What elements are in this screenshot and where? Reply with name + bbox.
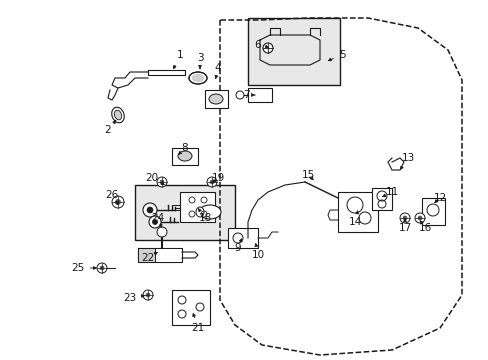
Bar — [172, 148, 198, 165]
Circle shape — [399, 213, 409, 223]
Bar — [135, 185, 235, 240]
Text: 21: 21 — [191, 314, 204, 333]
Circle shape — [206, 177, 217, 187]
Bar — [172, 290, 209, 325]
Circle shape — [414, 213, 424, 223]
Text: 6: 6 — [254, 40, 268, 50]
Circle shape — [97, 263, 107, 273]
Text: 19: 19 — [211, 173, 224, 183]
Circle shape — [100, 266, 104, 270]
Text: 22: 22 — [141, 252, 157, 263]
Circle shape — [157, 177, 167, 187]
Circle shape — [152, 220, 157, 225]
Circle shape — [142, 290, 153, 300]
Circle shape — [209, 180, 214, 184]
Circle shape — [112, 196, 124, 208]
Circle shape — [115, 199, 120, 204]
Circle shape — [236, 91, 244, 99]
Bar — [247, 18, 339, 85]
Text: 14: 14 — [347, 211, 361, 227]
Text: 16: 16 — [418, 220, 431, 233]
Bar — [155, 248, 182, 262]
Circle shape — [263, 43, 272, 53]
Text: 7: 7 — [242, 90, 254, 100]
Ellipse shape — [178, 151, 192, 161]
Text: 23: 23 — [123, 293, 144, 303]
Text: 26: 26 — [105, 190, 119, 204]
Text: 18: 18 — [198, 209, 211, 223]
Ellipse shape — [208, 94, 223, 104]
Text: 2: 2 — [104, 121, 116, 135]
Text: 12: 12 — [432, 193, 446, 203]
Circle shape — [149, 216, 161, 228]
Bar — [337, 192, 377, 232]
Text: 17: 17 — [398, 219, 411, 233]
Circle shape — [146, 293, 150, 297]
Circle shape — [142, 203, 157, 217]
Text: 5: 5 — [328, 50, 345, 61]
Ellipse shape — [196, 207, 203, 217]
Text: 20: 20 — [145, 173, 164, 185]
Circle shape — [160, 180, 163, 184]
Bar — [421, 198, 444, 225]
Ellipse shape — [114, 110, 122, 120]
Ellipse shape — [111, 107, 124, 123]
Circle shape — [402, 216, 406, 220]
Bar — [180, 192, 215, 222]
Text: 24: 24 — [151, 213, 164, 227]
Bar — [371, 188, 391, 210]
Text: 3: 3 — [196, 53, 203, 69]
Ellipse shape — [192, 74, 203, 82]
Circle shape — [417, 216, 421, 220]
Bar — [138, 248, 155, 262]
Text: 13: 13 — [400, 153, 414, 169]
Bar — [204, 90, 227, 108]
Ellipse shape — [189, 72, 206, 84]
Bar — [227, 228, 258, 248]
Ellipse shape — [199, 205, 221, 219]
Bar — [247, 88, 271, 102]
Text: 4: 4 — [214, 63, 221, 79]
Text: 11: 11 — [382, 187, 398, 197]
Text: 10: 10 — [251, 244, 264, 260]
Circle shape — [147, 207, 153, 213]
Text: 9: 9 — [234, 239, 242, 253]
Text: 1: 1 — [173, 50, 183, 69]
Text: 15: 15 — [301, 170, 314, 180]
Circle shape — [157, 227, 167, 237]
Text: 8: 8 — [178, 143, 188, 154]
Text: 25: 25 — [71, 263, 96, 273]
